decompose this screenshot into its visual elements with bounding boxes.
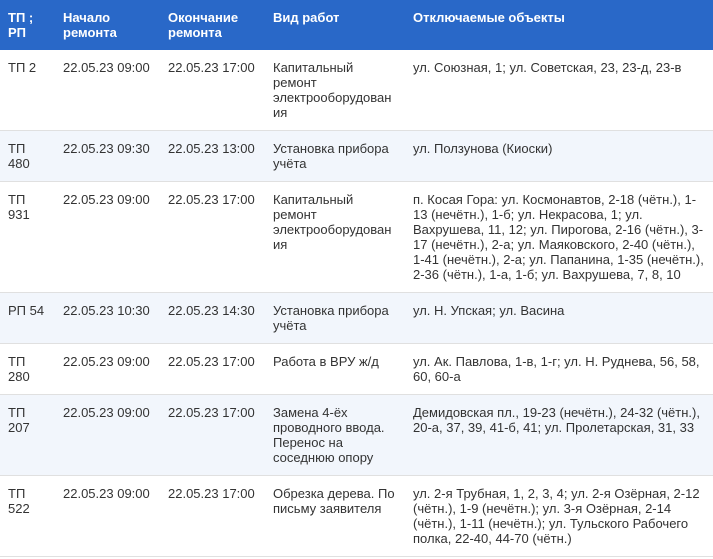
cell-type: Установка прибора учёта bbox=[265, 293, 405, 344]
cell-start: 22.05.23 09:30 bbox=[55, 131, 160, 182]
cell-objects: ул. Союзная, 1; ул. Советская, 23, 23-д,… bbox=[405, 50, 713, 131]
col-header-tp: ТП ; РП bbox=[0, 0, 55, 50]
cell-tp: ТП 522 bbox=[0, 476, 55, 557]
table-body: ТП 2 22.05.23 09:00 22.05.23 17:00 Капит… bbox=[0, 50, 713, 557]
cell-end: 22.05.23 17:00 bbox=[160, 182, 265, 293]
outage-table: ТП ; РП Начало ремонта Окончание ремонта… bbox=[0, 0, 713, 557]
cell-start: 22.05.23 09:00 bbox=[55, 476, 160, 557]
cell-end: 22.05.23 17:00 bbox=[160, 395, 265, 476]
cell-tp: ТП 280 bbox=[0, 344, 55, 395]
cell-tp: РП 54 bbox=[0, 293, 55, 344]
cell-end: 22.05.23 17:00 bbox=[160, 50, 265, 131]
cell-end: 22.05.23 17:00 bbox=[160, 344, 265, 395]
cell-start: 22.05.23 10:30 bbox=[55, 293, 160, 344]
table-row: РП 54 22.05.23 10:30 22.05.23 14:30 Уста… bbox=[0, 293, 713, 344]
cell-start: 22.05.23 09:00 bbox=[55, 182, 160, 293]
col-header-start: Начало ремонта bbox=[55, 0, 160, 50]
col-header-end: Окончание ремонта bbox=[160, 0, 265, 50]
cell-tp: ТП 2 bbox=[0, 50, 55, 131]
table-header-row: ТП ; РП Начало ремонта Окончание ремонта… bbox=[0, 0, 713, 50]
table-row: ТП 207 22.05.23 09:00 22.05.23 17:00 Зам… bbox=[0, 395, 713, 476]
cell-end: 22.05.23 13:00 bbox=[160, 131, 265, 182]
table-row: ТП 280 22.05.23 09:00 22.05.23 17:00 Раб… bbox=[0, 344, 713, 395]
cell-end: 22.05.23 14:30 bbox=[160, 293, 265, 344]
cell-objects: п. Косая Гора: ул. Космонавтов, 2-18 (чё… bbox=[405, 182, 713, 293]
cell-tp: ТП 207 bbox=[0, 395, 55, 476]
cell-tp: ТП 480 bbox=[0, 131, 55, 182]
cell-objects: Демидовская пл., 19-23 (нечётн.), 24-32 … bbox=[405, 395, 713, 476]
cell-end: 22.05.23 17:00 bbox=[160, 476, 265, 557]
cell-objects: ул. Н. Упская; ул. Васина bbox=[405, 293, 713, 344]
col-header-objects: Отключаемые объекты bbox=[405, 0, 713, 50]
cell-start: 22.05.23 09:00 bbox=[55, 344, 160, 395]
table-row: ТП 522 22.05.23 09:00 22.05.23 17:00 Обр… bbox=[0, 476, 713, 557]
cell-type: Замена 4-ёх проводного ввода. Перенос на… bbox=[265, 395, 405, 476]
cell-objects: ул. Ак. Павлова, 1-в, 1-г; ул. Н. Руднев… bbox=[405, 344, 713, 395]
cell-start: 22.05.23 09:00 bbox=[55, 395, 160, 476]
cell-type: Обрезка дерева. По письму заявителя bbox=[265, 476, 405, 557]
table-row: ТП 2 22.05.23 09:00 22.05.23 17:00 Капит… bbox=[0, 50, 713, 131]
cell-type: Капитальный ремонт электрооборудования bbox=[265, 50, 405, 131]
cell-tp: ТП 931 bbox=[0, 182, 55, 293]
cell-type: Установка прибора учёта bbox=[265, 131, 405, 182]
cell-type: Капитальный ремонт электрооборудования bbox=[265, 182, 405, 293]
cell-type: Работа в ВРУ ж/д bbox=[265, 344, 405, 395]
cell-start: 22.05.23 09:00 bbox=[55, 50, 160, 131]
cell-objects: ул. 2-я Трубная, 1, 2, 3, 4; ул. 2-я Озё… bbox=[405, 476, 713, 557]
col-header-type: Вид работ bbox=[265, 0, 405, 50]
cell-objects: ул. Ползунова (Киоски) bbox=[405, 131, 713, 182]
table-row: ТП 480 22.05.23 09:30 22.05.23 13:00 Уст… bbox=[0, 131, 713, 182]
table-row: ТП 931 22.05.23 09:00 22.05.23 17:00 Кап… bbox=[0, 182, 713, 293]
